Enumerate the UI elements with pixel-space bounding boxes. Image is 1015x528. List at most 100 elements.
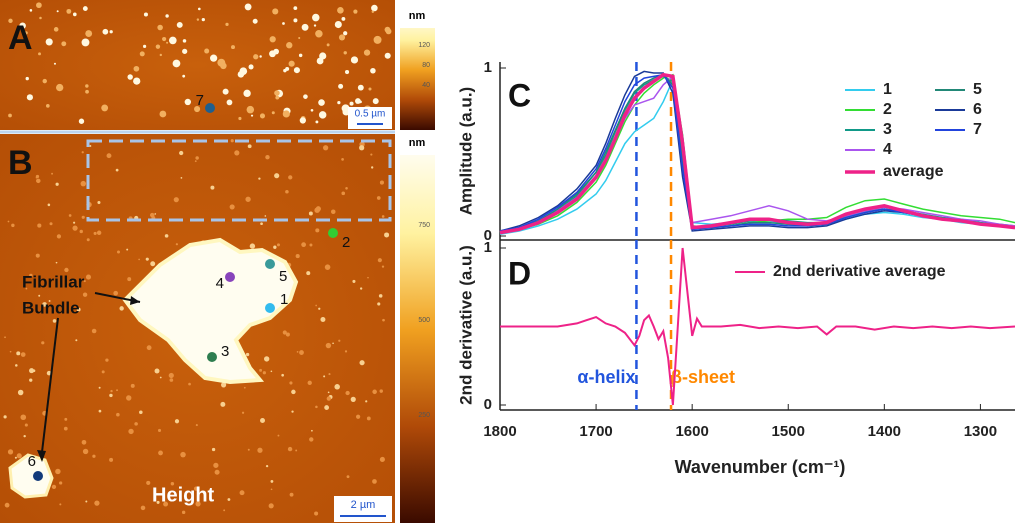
point-label: 4 [216, 275, 224, 292]
dot [102, 28, 109, 35]
colorbar-tick: 250 [418, 412, 430, 419]
dot [380, 458, 383, 461]
dot [341, 16, 346, 21]
dot [314, 207, 320, 213]
afm-images: A Bnm 120 80 40 nm 750 500 250 0.5 µm 2 µm Fibrilla… [0, 0, 435, 523]
dot [381, 215, 385, 218]
dot [274, 90, 280, 96]
dot [310, 108, 314, 112]
measurement-point [33, 471, 43, 481]
legend-label: 4 [883, 141, 892, 158]
y-axis-label: 2nd derivative (a.u.) [456, 245, 475, 405]
dot [201, 18, 205, 22]
legend-label: 3 [883, 121, 892, 138]
dot [168, 372, 174, 379]
band-label: β-sheet [671, 367, 735, 387]
dot [324, 405, 330, 410]
dot [299, 350, 304, 355]
dot [73, 221, 76, 224]
dot [106, 153, 112, 159]
dot [275, 95, 280, 100]
dot [45, 104, 50, 108]
dot [285, 190, 289, 194]
dot [159, 376, 162, 379]
dot [269, 36, 276, 43]
dot [63, 426, 68, 431]
dot [3, 415, 7, 419]
dot [197, 7, 201, 11]
dot [180, 451, 186, 458]
dot [150, 261, 156, 267]
dot [281, 373, 284, 377]
legend-label: 7 [973, 121, 982, 138]
dot [51, 484, 57, 489]
colorbar-unit: nm [409, 10, 426, 22]
dot [379, 389, 383, 393]
y-axis-label: Amplitude (a.u.) [456, 87, 475, 215]
dot [370, 67, 376, 74]
dot [89, 145, 92, 147]
dot [287, 446, 293, 452]
dot [309, 437, 314, 442]
dot [155, 44, 161, 49]
dot [181, 510, 186, 515]
x-tick-label: 1700 [579, 423, 612, 440]
dot [101, 104, 109, 112]
dot [169, 378, 174, 382]
dot [174, 419, 180, 424]
dot [345, 69, 350, 75]
colorbar-unit: nm [409, 137, 426, 149]
dot [243, 386, 246, 389]
dot [8, 113, 12, 118]
dot [315, 304, 317, 307]
dot [367, 276, 369, 279]
dot [93, 231, 97, 235]
dot [7, 220, 10, 223]
dot [247, 144, 252, 149]
dot [175, 243, 178, 246]
dot [257, 447, 263, 453]
dot [306, 271, 311, 276]
dot [126, 395, 132, 401]
dot [291, 410, 294, 413]
dot [221, 382, 227, 388]
dot [195, 156, 199, 160]
dot [316, 57, 324, 65]
legend-label: 2nd derivative average [773, 263, 946, 280]
point-label: 6 [28, 453, 36, 470]
dot [194, 105, 201, 113]
dot [247, 448, 250, 451]
dot [334, 384, 340, 390]
dot [293, 6, 298, 11]
dot [133, 65, 140, 72]
dot [25, 287, 28, 290]
dot [116, 250, 120, 254]
dot [338, 34, 346, 41]
dot [225, 22, 229, 27]
dot [359, 145, 365, 151]
spectrum-line [500, 247, 1015, 406]
dot [265, 154, 270, 160]
dot [315, 405, 318, 409]
dot [274, 173, 280, 179]
dot [82, 6, 88, 11]
dot [159, 110, 167, 118]
dot [165, 14, 169, 18]
dot [85, 30, 93, 37]
zoom-box [86, 139, 392, 222]
dot [318, 99, 325, 106]
dot [56, 83, 64, 92]
dot [16, 351, 21, 356]
dot [130, 383, 135, 388]
dot [38, 294, 41, 297]
panel-label: C [508, 77, 531, 113]
dot [312, 13, 320, 22]
dot [83, 280, 86, 283]
dot [245, 352, 250, 357]
dot [248, 64, 254, 70]
dot [382, 318, 385, 322]
dot [72, 12, 77, 17]
dot [378, 294, 383, 298]
